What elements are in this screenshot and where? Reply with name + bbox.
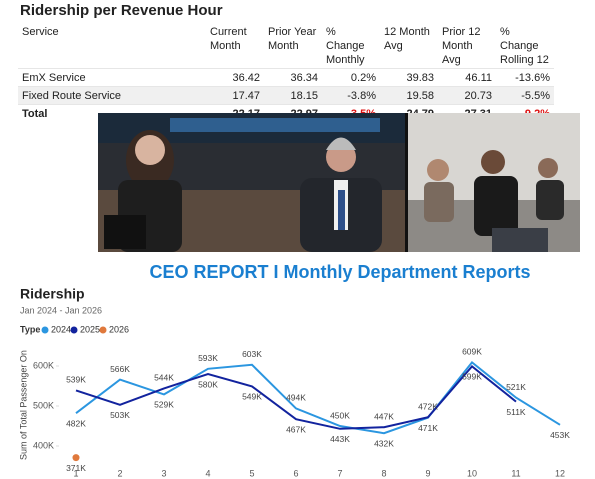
table-cell: -3.8%: [322, 86, 380, 105]
data-label: 471K: [418, 423, 438, 433]
data-label: 447K: [374, 411, 394, 421]
chart-title: Ridership: [20, 286, 85, 302]
y-tick-label: 400K: [33, 440, 54, 450]
data-label: 599K: [462, 372, 482, 382]
table-cell: 39.83: [380, 68, 438, 87]
table-row: EmX Service 36.42 36.34 0.2% 39.83 46.11 -13.6…: [18, 68, 554, 87]
x-tick-label: 9: [425, 468, 430, 478]
column-header: Current Month: [210, 26, 247, 52]
data-label: 511K: [506, 407, 526, 417]
x-tick-label: 11: [511, 468, 520, 478]
x-tick-label: 3: [161, 468, 166, 478]
table-cell: 36.42: [206, 68, 264, 87]
data-label: 529K: [154, 400, 174, 410]
table-cell: 20.73: [438, 86, 496, 105]
legend-swatch: [70, 326, 78, 334]
data-label: 580K: [198, 379, 218, 389]
data-label: 521K: [506, 382, 526, 392]
data-label: 450K: [330, 410, 350, 420]
data-label: 603K: [242, 349, 262, 359]
video-frame: [98, 113, 580, 252]
x-tick-label: 10: [467, 468, 477, 478]
x-tick-label: 7: [337, 468, 342, 478]
data-label: 453K: [550, 430, 570, 440]
table-title: Ridership per Revenue Hour: [20, 2, 223, 19]
legend-label: 2024: [51, 324, 71, 334]
data-label: 503K: [110, 410, 130, 420]
legend-label: 2025: [80, 324, 100, 334]
table-cell: 46.11: [438, 68, 496, 87]
data-label: 443K: [330, 434, 350, 444]
banner: CEO REPORT I Monthly Department Reports: [149, 262, 530, 282]
x-tick-label: 6: [293, 468, 298, 478]
y-axis-label: Sum of Total Passenger On: [18, 350, 28, 460]
x-tick-label: 12: [555, 468, 565, 478]
table-cell: EmX Service: [18, 68, 206, 87]
table-row: Fixed Route Service 17.47 18.15 -3.8% 19.58 2…: [18, 86, 554, 105]
column-header: % Change Monthly: [326, 26, 365, 66]
table-cell: 36.34: [264, 68, 322, 87]
data-label: 609K: [462, 347, 482, 357]
header-row: Service Current Month Prior Year Month % Ch…: [18, 24, 554, 69]
data-label: 566K: [110, 364, 130, 374]
column-header: Service: [22, 26, 59, 38]
legend-swatch: [41, 326, 49, 334]
legend-swatch: [99, 326, 107, 334]
chart-subtitle: Jan 2024 - Jan 2026: [20, 305, 102, 315]
y-tick-label: 500K: [33, 400, 54, 410]
data-label: 544K: [154, 373, 174, 383]
x-tick-label: 1: [73, 468, 78, 478]
x-tick-label: 8: [381, 468, 386, 478]
data-label: 482K: [66, 418, 86, 428]
table-cell: 17.47: [206, 86, 264, 105]
series-point: [72, 454, 80, 462]
x-tick-label: 4: [205, 468, 210, 478]
column-header: % Change Rolling 12: [500, 26, 549, 66]
data-label: 539K: [66, 375, 86, 385]
x-tick-label: 2: [117, 468, 122, 478]
table-cell: -5.5%: [496, 86, 554, 105]
column-header: 12 Month Avg: [384, 26, 430, 52]
y-tick-label: 600K: [33, 360, 54, 370]
column-header: Prior 12 Month Avg: [442, 26, 481, 66]
data-label: 472K: [418, 401, 438, 411]
legend-title: Type: [20, 324, 40, 334]
data-label: 593K: [198, 353, 218, 363]
x-tick-label: 5: [249, 468, 254, 478]
data-label: 494K: [286, 393, 306, 403]
data-label: 371K: [66, 463, 86, 473]
data-label: 432K: [374, 438, 394, 448]
table-cell: 0.2%: [322, 68, 380, 87]
data-label: 549K: [242, 392, 262, 402]
series-line: [75, 360, 561, 435]
data-label: 467K: [286, 424, 306, 434]
column-header: Prior Year Month: [268, 26, 317, 52]
series-line: [75, 365, 517, 430]
table-cell: 18.15: [264, 86, 322, 105]
table-cell: Fixed Route Service: [18, 86, 206, 105]
table-cell: -13.6%: [496, 68, 554, 87]
table-cell: 19.58: [380, 86, 438, 105]
legend-label: 2026: [109, 324, 129, 334]
